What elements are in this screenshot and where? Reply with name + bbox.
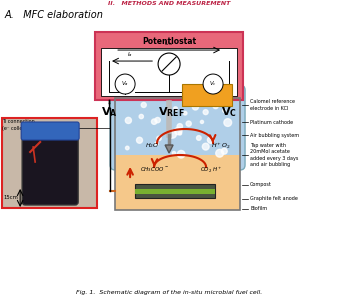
FancyBboxPatch shape [21, 122, 79, 140]
Circle shape [172, 151, 176, 155]
Bar [115, 98, 240, 210]
Text: $V_c$: $V_c$ [209, 80, 217, 89]
Circle shape [221, 148, 227, 154]
Text: $U_{rx}$: $U_{rx}$ [164, 39, 174, 48]
Text: $\mathbf{V_A}$: $\mathbf{V_A}$ [101, 105, 118, 119]
Text: Ti connection
(e⁻ collector): Ti connection (e⁻ collector) [2, 119, 35, 131]
Bar [101, 48, 237, 96]
Circle shape [213, 103, 218, 109]
Circle shape [203, 74, 223, 94]
Circle shape [177, 124, 183, 129]
Text: II.   METHODS AND MEASUREMENT: II. METHODS AND MEASUREMENT [108, 1, 230, 6]
Circle shape [192, 104, 198, 110]
Text: Platinum cathode: Platinum cathode [250, 119, 293, 125]
Circle shape [178, 132, 182, 135]
Circle shape [184, 111, 187, 115]
Circle shape [173, 107, 177, 111]
Circle shape [177, 150, 185, 158]
Circle shape [155, 117, 160, 123]
Circle shape [216, 149, 223, 157]
Text: Graphite felt anode: Graphite felt anode [250, 196, 298, 201]
Text: $CO_2\ H^+$: $CO_2\ H^+$ [200, 165, 222, 175]
Circle shape [202, 143, 209, 150]
Text: $\mathbf{V_C}$: $\mathbf{V_C}$ [221, 105, 237, 119]
Circle shape [158, 53, 180, 75]
Circle shape [157, 136, 161, 141]
Circle shape [168, 130, 176, 138]
Circle shape [115, 74, 135, 94]
Text: $\mathbf{V_{REF}}$: $\mathbf{V_{REF}}$ [158, 105, 185, 119]
Text: A.   MFC elaboration: A. MFC elaboration [4, 10, 103, 20]
Bar [115, 155, 240, 210]
Bar [95, 32, 243, 100]
Text: Potentlostat: Potentlostat [142, 37, 196, 46]
Bar [135, 184, 215, 198]
Circle shape [125, 146, 129, 150]
Bar [135, 189, 215, 194]
Text: $I_a$: $I_a$ [127, 50, 133, 59]
Text: 15cm: 15cm [3, 195, 18, 201]
Circle shape [224, 119, 232, 126]
Circle shape [203, 110, 208, 115]
Bar [182, 84, 232, 106]
FancyBboxPatch shape [22, 123, 78, 205]
Circle shape [208, 136, 214, 143]
Text: Biofilm: Biofilm [250, 207, 267, 212]
Text: $CH_3COO^-$: $CH_3COO^-$ [140, 166, 169, 174]
Polygon shape [165, 145, 173, 153]
Circle shape [200, 120, 203, 123]
Text: Fig. 1.  Schematic diagram of the in-situ microbial fuel cell.: Fig. 1. Schematic diagram of the in-situ… [76, 290, 262, 295]
Bar [2, 118, 97, 208]
Circle shape [223, 109, 226, 112]
Text: Compost: Compost [250, 182, 272, 187]
Circle shape [167, 128, 172, 134]
Text: Tap water with
20mMol acetate
added every 3 days
and air bubbling: Tap water with 20mMol acetate added ever… [250, 143, 298, 167]
Text: $V_a$: $V_a$ [121, 80, 129, 89]
Text: Air bubbling system: Air bubbling system [250, 133, 299, 137]
FancyBboxPatch shape [110, 85, 245, 170]
Circle shape [141, 103, 146, 108]
Circle shape [139, 114, 143, 119]
Circle shape [186, 121, 191, 126]
Circle shape [196, 136, 201, 140]
Text: Calomel reference
electrode in KCl: Calomel reference electrode in KCl [250, 100, 295, 111]
Circle shape [125, 117, 131, 123]
Circle shape [174, 127, 182, 135]
Circle shape [155, 142, 158, 145]
Circle shape [151, 119, 157, 124]
Text: $H^+ O_2$: $H^+ O_2$ [211, 141, 231, 151]
Text: $H_2O$: $H_2O$ [145, 142, 159, 150]
Circle shape [137, 137, 143, 143]
